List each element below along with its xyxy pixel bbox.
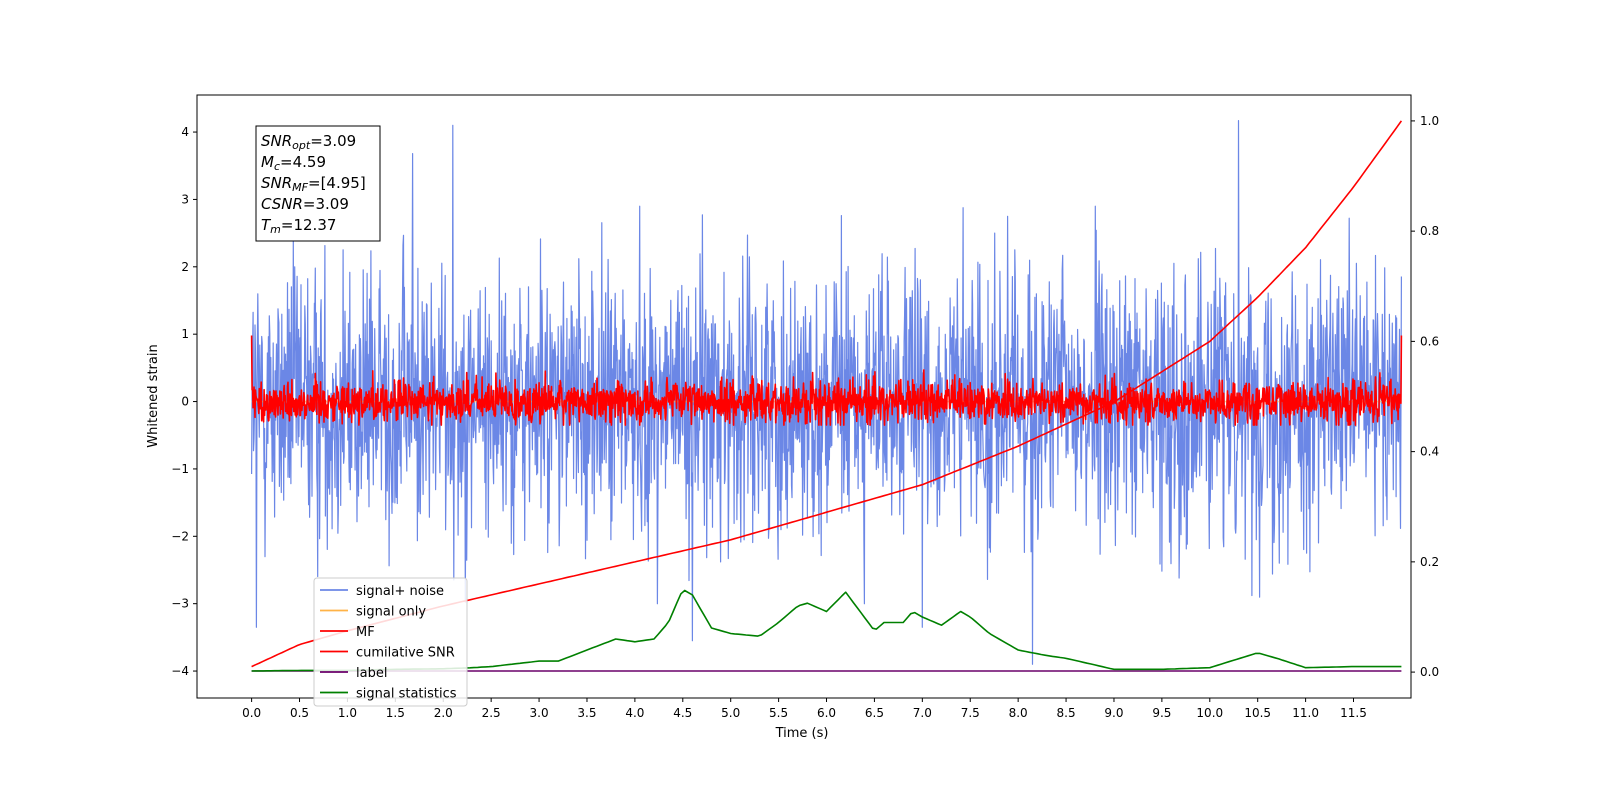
legend: signal+ noise signal only MF cumilative SNR… (313, 577, 468, 707)
x-tick-label: 9.5 (1152, 706, 1171, 720)
x-tick-label: 2.0 (434, 706, 453, 720)
y-tick-label: −4 (171, 664, 189, 678)
x-tick-label: 8.5 (1057, 706, 1076, 720)
stats-line: Mc=4.59 (261, 153, 326, 173)
stats-line-subscript: opt (292, 139, 311, 152)
stats-line-value: =3.09 (303, 195, 349, 213)
x-tick-label: 7.0 (913, 706, 932, 720)
x-tick-label: 11.5 (1340, 706, 1367, 720)
y-tick-label: 1 (181, 327, 189, 341)
x-tick-label: 10.5 (1244, 706, 1271, 720)
stats-line-value: =[4.95] (308, 174, 366, 192)
y2-tick-label: 0.4 (1420, 445, 1439, 459)
stats-line: CSNR=3.09 (261, 195, 349, 213)
y-tick-label: 4 (181, 125, 189, 139)
x-tick-label: 9.0 (1104, 706, 1123, 720)
stats-box: SNRopt=3.09Mc=4.59SNRMF=[4.95]CSNR=3.09T… (255, 125, 381, 242)
y-tick-label: 3 (181, 192, 189, 206)
y-tick-label: 0 (181, 395, 189, 409)
x-tick-label: 6.0 (817, 706, 836, 720)
x-tick-label: 8.0 (1009, 706, 1028, 720)
x-axis-label: Time (s) (775, 726, 829, 741)
axes-frame (196, 94, 1412, 699)
stats-line-value: =3.09 (310, 132, 356, 150)
y2-tick-label: 0.2 (1420, 555, 1439, 569)
y-axis-ticks: 4 3 2 1 0 −1 −2 −3 −4 (171, 125, 197, 678)
x-axis-ticks: 0.0 0.5 1.0 1.5 2.0 2.5 3.0 3.5 4.0 4.5 5.0 5.5 6.0 6… (242, 698, 1367, 720)
stats-line-symbol: SNR (261, 174, 292, 192)
x-tick-label: 10.0 (1196, 706, 1223, 720)
y2-tick-label: 0.8 (1420, 224, 1439, 238)
stats-line-value: =4.59 (280, 153, 326, 171)
stats-line-symbol: T (261, 216, 272, 234)
legend-label: label (356, 666, 387, 681)
stats-line-symbol: CSNR (261, 195, 303, 213)
y-tick-label: −1 (171, 462, 189, 476)
legend-frame (313, 577, 468, 707)
stats-line-symbol: SNR (261, 132, 292, 150)
y2-tick-label: 0.6 (1420, 334, 1439, 348)
y2-axis-ticks: 1.0 0.8 0.6 0.4 0.2 0.0 (1411, 114, 1439, 679)
x-tick-label: 3.5 (577, 706, 596, 720)
legend-label: cumilative SNR (356, 646, 455, 661)
y2-tick-label: 0.0 (1420, 665, 1439, 679)
stats-line: Tm=12.37 (261, 216, 336, 236)
x-tick-label: 0.5 (290, 706, 309, 720)
x-tick-label: 1.5 (386, 706, 405, 720)
stats-line-subscript: c (274, 160, 280, 173)
stats-line: SNRMF=[4.95] (261, 174, 366, 194)
legend-label: signal only (356, 605, 426, 620)
y-tick-label: 2 (181, 260, 189, 274)
x-tick-label: 4.0 (625, 706, 644, 720)
y-tick-label: −2 (171, 529, 189, 543)
series-mf-line (250, 335, 1403, 426)
x-tick-label: 0.0 (242, 706, 261, 720)
x-tick-label: 5.5 (769, 706, 788, 720)
legend-label: MF (356, 625, 375, 640)
x-tick-label: 5.0 (721, 706, 740, 720)
stats-line-subscript: m (270, 223, 281, 236)
x-tick-label: 3.0 (530, 706, 549, 720)
stats-box-frame (255, 125, 381, 242)
legend-label: signal statistics (356, 687, 457, 702)
y-tick-label: −3 (171, 597, 189, 611)
x-tick-label: 11.0 (1292, 706, 1319, 720)
x-tick-label: 6.5 (865, 706, 884, 720)
stats-line-value: =12.37 (281, 216, 337, 234)
y2-tick-label: 1.0 (1420, 114, 1439, 128)
x-tick-label: 7.5 (961, 706, 980, 720)
x-tick-label: 2.5 (482, 706, 501, 720)
stats-line: SNRopt=3.09 (261, 132, 356, 152)
stats-line-subscript: MF (292, 181, 308, 194)
x-tick-label: 1.0 (338, 706, 357, 720)
stats-line-symbol: M (261, 153, 274, 171)
legend-label: signal+ noise (356, 584, 444, 599)
x-tick-label: 4.5 (673, 706, 692, 720)
y-axis-label: Whitened strain (146, 344, 161, 447)
